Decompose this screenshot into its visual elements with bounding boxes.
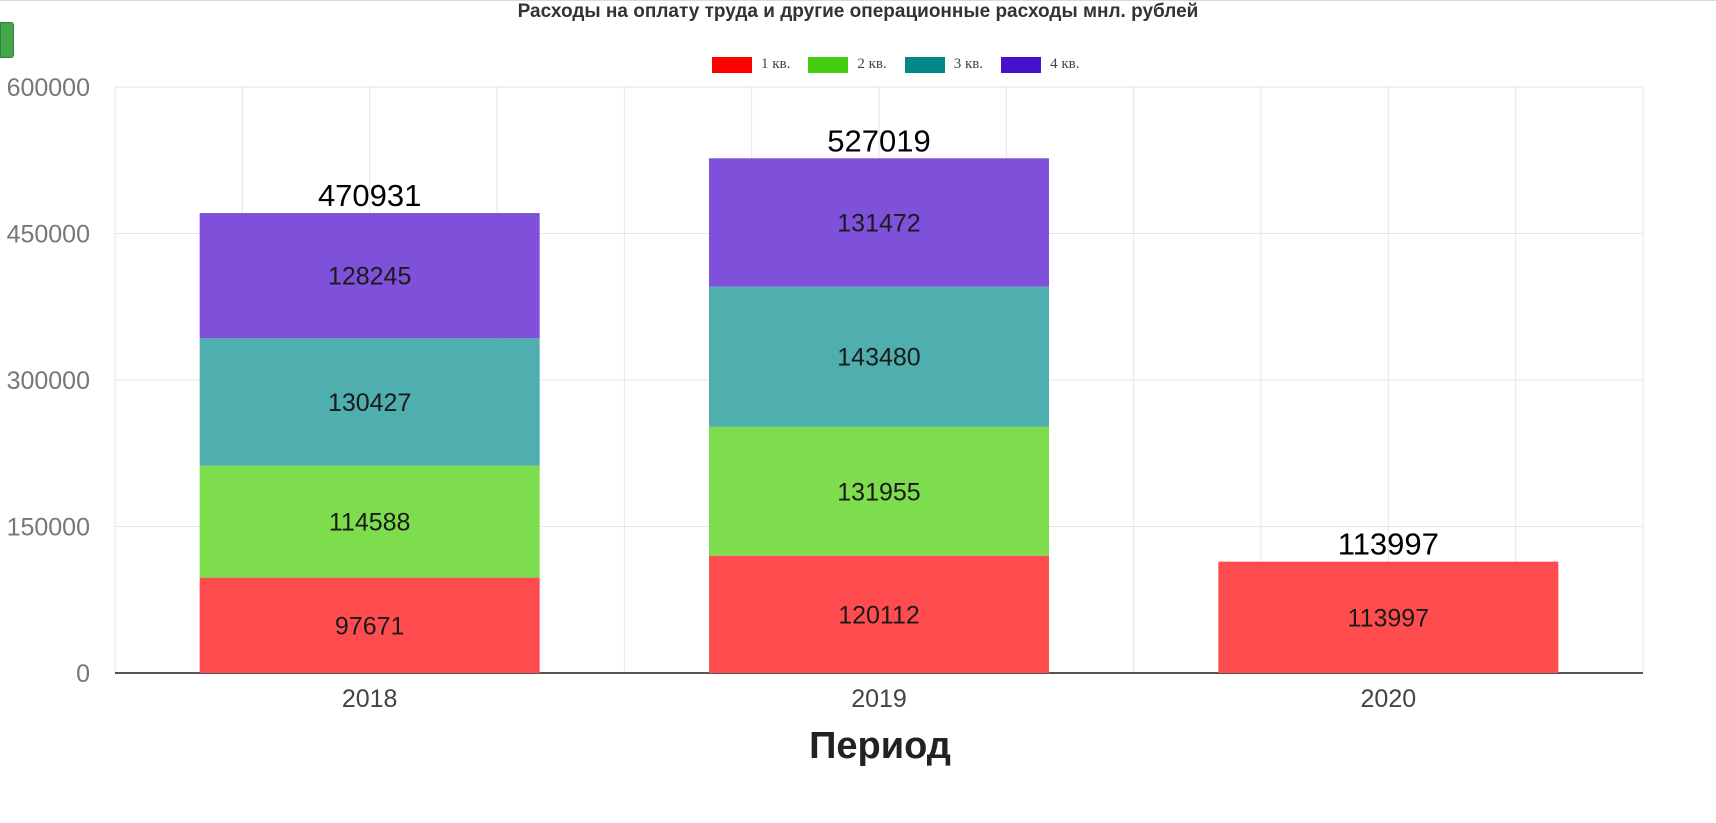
segment-value-label: 120112	[838, 601, 920, 629]
y-tick-label: 150000	[7, 514, 90, 542]
bar-total-label: 527019	[827, 123, 930, 158]
legend-label-q3: 3 кв.	[953, 56, 984, 72]
segment-value-label: 113997	[1348, 604, 1430, 632]
legend-item-q1[interactable]: 1 кв.	[712, 56, 790, 73]
top-border	[0, 0, 1716, 1]
legend-label-q1: 1 кв.	[761, 56, 791, 72]
bar-segment[interactable]	[1218, 561, 1559, 673]
chart-title: Расходы на оплату труда и другие операци…	[517, 1, 1199, 22]
x-tick-labels: 2018 2019 2020	[342, 685, 1416, 713]
bar-total-label: 470931	[318, 178, 421, 213]
bar-segment[interactable]	[199, 213, 540, 339]
y-tick-label: 0	[76, 660, 90, 688]
y-tick-labels: 0 150000 300000 450000 600000	[7, 74, 90, 688]
segment-value-label: 143480	[837, 344, 920, 372]
bar-segment[interactable]	[199, 577, 540, 673]
x-tick-label: 2018	[342, 685, 398, 713]
bar-segment[interactable]	[709, 555, 1049, 673]
x-tick-label: 2020	[1361, 685, 1417, 713]
bar-segment[interactable]	[199, 338, 540, 466]
bar-segment[interactable]	[709, 426, 1049, 556]
legend: 1 кв. 2 кв. 3 кв. 4 кв.	[712, 56, 1080, 73]
side-toggle-button[interactable]	[0, 22, 14, 58]
legend-item-q4[interactable]: 4 кв.	[1001, 56, 1080, 73]
total-labels: 470931 527019 113997	[318, 123, 1439, 561]
legend-swatch-q2	[808, 56, 849, 73]
segment-value-label: 130427	[328, 389, 411, 417]
legend-swatch-q1	[712, 56, 752, 73]
bar-total-label: 113997	[1338, 527, 1439, 562]
bar-segment[interactable]	[709, 286, 1049, 427]
bars	[199, 158, 1559, 673]
bar-segment[interactable]	[199, 465, 540, 578]
legend-item-q2[interactable]: 2 кв.	[808, 56, 887, 73]
segment-value-label: 114588	[329, 509, 411, 537]
segment-labels: 97671 114588 130427 128245 120112 131955 14348…	[328, 209, 1429, 640]
segment-value-label: 131955	[837, 478, 920, 506]
x-tick-label: 2019	[851, 685, 907, 713]
legend-swatch-q3	[904, 56, 945, 73]
y-tick-label: 300000	[7, 367, 90, 395]
segment-value-label: 131472	[837, 209, 920, 237]
legend-item-q3[interactable]: 3 кв.	[904, 56, 984, 73]
segment-value-label: 128245	[328, 263, 411, 291]
y-tick-label: 600000	[7, 74, 90, 102]
legend-label-q4: 4 кв.	[1050, 56, 1080, 72]
bar-segment[interactable]	[709, 158, 1049, 287]
legend-label-q2: 2 кв.	[857, 56, 887, 72]
legend-swatch-q4	[1001, 56, 1042, 73]
segment-value-label: 97671	[335, 612, 405, 640]
y-tick-label: 450000	[7, 221, 90, 249]
x-axis-title: Период	[809, 725, 951, 767]
